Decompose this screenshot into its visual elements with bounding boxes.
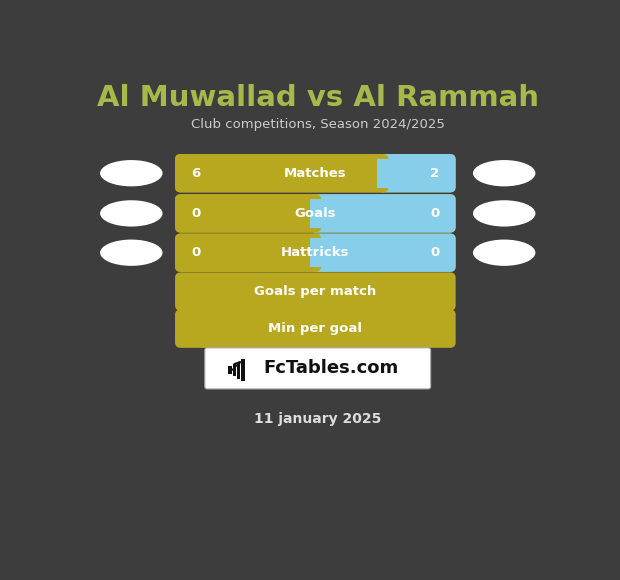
FancyBboxPatch shape bbox=[175, 273, 456, 311]
Text: 2: 2 bbox=[430, 166, 440, 180]
Ellipse shape bbox=[100, 200, 162, 227]
FancyBboxPatch shape bbox=[175, 194, 456, 233]
FancyBboxPatch shape bbox=[175, 154, 388, 193]
Text: 0: 0 bbox=[430, 207, 440, 220]
FancyBboxPatch shape bbox=[175, 194, 321, 233]
Ellipse shape bbox=[473, 160, 536, 186]
Text: 0: 0 bbox=[192, 246, 201, 259]
Bar bbox=[228, 366, 232, 374]
Text: Goals: Goals bbox=[294, 207, 336, 220]
Bar bbox=[241, 359, 245, 381]
FancyBboxPatch shape bbox=[205, 348, 431, 389]
Text: 6: 6 bbox=[192, 166, 201, 180]
Text: Goals per match: Goals per match bbox=[254, 285, 376, 298]
Text: Hattricks: Hattricks bbox=[281, 246, 350, 259]
Ellipse shape bbox=[473, 200, 536, 227]
FancyBboxPatch shape bbox=[175, 234, 321, 272]
Bar bbox=[232, 364, 236, 376]
FancyBboxPatch shape bbox=[175, 234, 456, 272]
Text: 0: 0 bbox=[430, 246, 440, 259]
Text: 11 january 2025: 11 january 2025 bbox=[254, 412, 381, 426]
Text: 0: 0 bbox=[192, 207, 201, 220]
Ellipse shape bbox=[100, 240, 162, 266]
Text: Min per goal: Min per goal bbox=[268, 322, 362, 335]
Bar bbox=[309, 199, 356, 228]
Ellipse shape bbox=[100, 160, 162, 186]
FancyBboxPatch shape bbox=[309, 194, 456, 233]
Bar bbox=[377, 159, 403, 187]
Text: Club competitions, Season 2024/2025: Club competitions, Season 2024/2025 bbox=[191, 118, 445, 132]
FancyBboxPatch shape bbox=[309, 234, 456, 272]
FancyBboxPatch shape bbox=[377, 154, 456, 193]
Ellipse shape bbox=[473, 240, 536, 266]
FancyBboxPatch shape bbox=[175, 154, 456, 193]
Bar bbox=[237, 362, 241, 379]
Text: FcTables.com: FcTables.com bbox=[264, 360, 399, 378]
Text: Al Muwallad vs Al Rammah: Al Muwallad vs Al Rammah bbox=[97, 84, 539, 112]
FancyBboxPatch shape bbox=[175, 309, 456, 348]
Bar bbox=[309, 238, 356, 267]
Text: Matches: Matches bbox=[284, 166, 347, 180]
